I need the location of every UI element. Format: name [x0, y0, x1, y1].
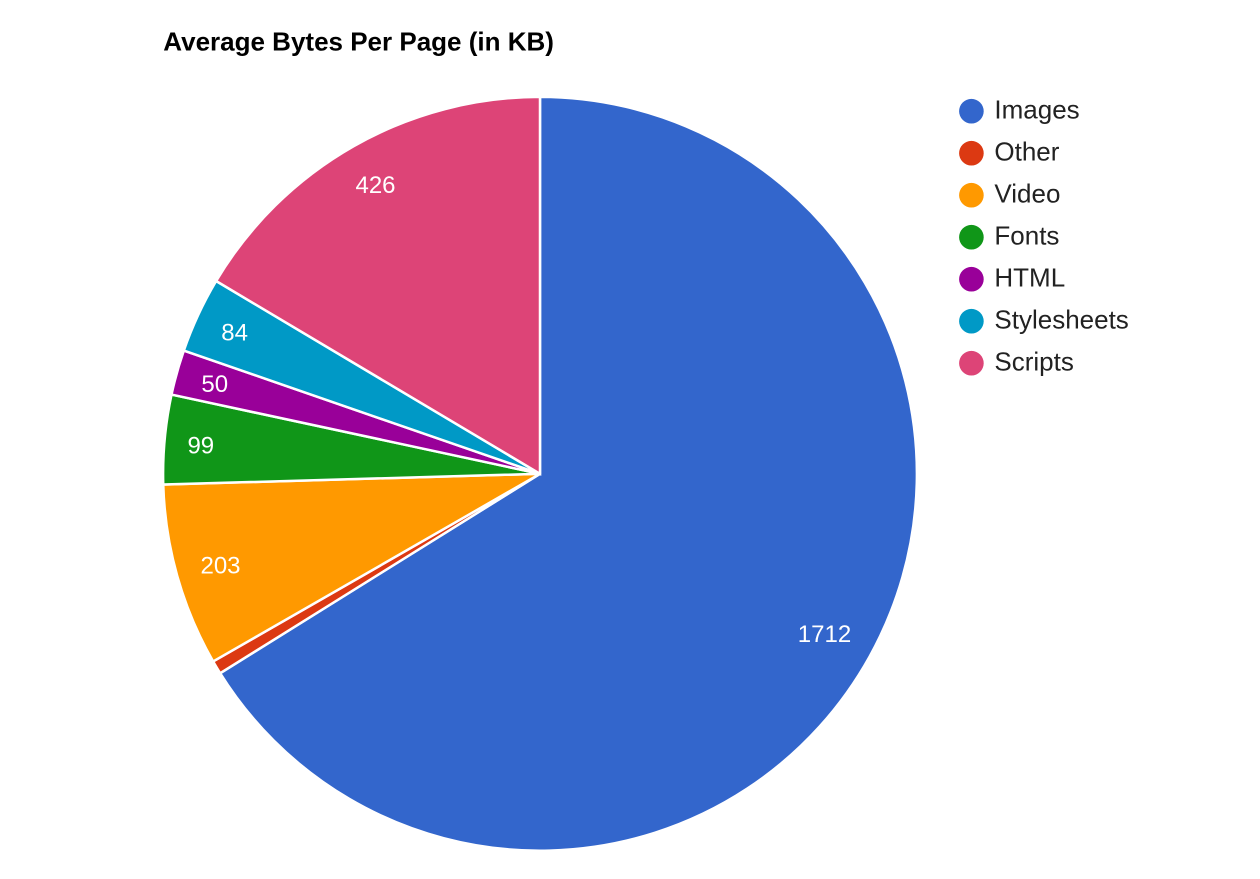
svg-text:Other: Other	[994, 136, 1059, 166]
svg-text:84: 84	[221, 319, 248, 346]
svg-text:Images: Images	[994, 94, 1079, 124]
svg-text:426: 426	[355, 172, 395, 199]
svg-text:Stylesheets: Stylesheets	[994, 304, 1128, 334]
svg-text:99: 99	[187, 432, 214, 459]
svg-text:50: 50	[201, 371, 228, 398]
svg-text:Fonts: Fonts	[994, 220, 1059, 250]
svg-text:203: 203	[200, 553, 240, 580]
svg-text:1712: 1712	[798, 621, 851, 648]
svg-text:Average Bytes Per Page (in KB): Average Bytes Per Page (in KB)	[163, 26, 554, 56]
svg-text:HTML: HTML	[994, 262, 1065, 292]
svg-text:Video: Video	[994, 178, 1060, 208]
svg-text:Scripts: Scripts	[994, 346, 1073, 376]
